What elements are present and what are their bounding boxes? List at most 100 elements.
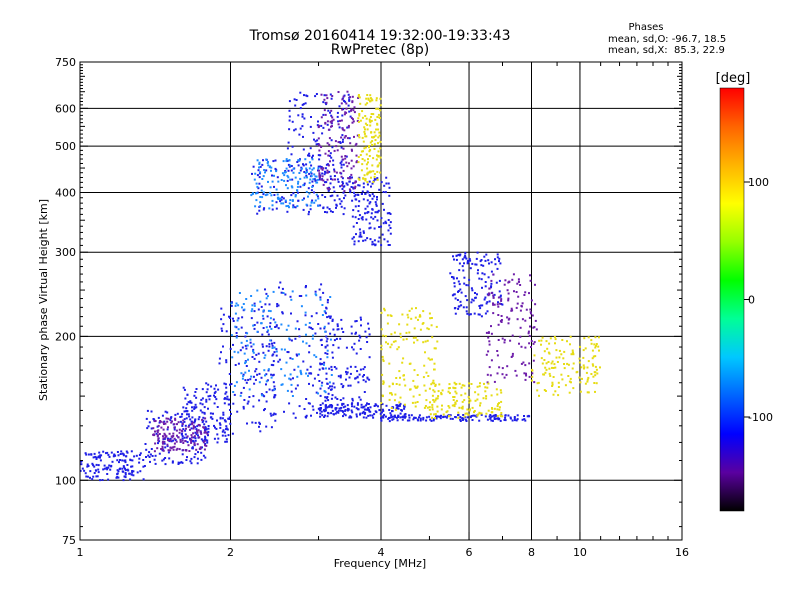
data-point — [320, 407, 322, 409]
data-point — [486, 418, 489, 421]
data-point — [499, 262, 502, 265]
data-point — [466, 312, 469, 315]
data-point — [566, 362, 569, 365]
data-point — [323, 325, 326, 328]
data-point — [507, 322, 510, 325]
data-point — [458, 406, 461, 409]
data-point — [331, 404, 334, 407]
data-point — [500, 298, 503, 301]
data-point — [123, 466, 126, 469]
data-point — [241, 306, 243, 309]
data-point — [337, 409, 340, 412]
data-point — [425, 371, 428, 374]
data-point — [228, 373, 231, 375]
data-point — [230, 383, 233, 385]
data-point — [322, 207, 325, 210]
data-point — [305, 416, 308, 419]
data-point — [310, 201, 313, 204]
data-point — [245, 339, 248, 342]
data-point — [320, 338, 323, 341]
data-point — [319, 412, 322, 415]
data-point — [528, 375, 531, 378]
data-point — [431, 394, 434, 397]
data-point — [250, 310, 253, 313]
data-point — [271, 354, 274, 357]
data-point — [286, 187, 289, 190]
data-point — [431, 358, 433, 361]
data-point — [313, 173, 316, 176]
data-point — [354, 193, 357, 196]
data-point — [369, 141, 372, 144]
data-point — [316, 195, 319, 198]
data-point — [347, 124, 350, 127]
scatter-points — [79, 90, 601, 482]
data-point — [324, 152, 327, 155]
data-point — [329, 317, 332, 319]
data-point — [426, 327, 429, 330]
data-point — [361, 375, 364, 378]
data-point — [197, 418, 200, 421]
data-point — [352, 118, 354, 121]
x-tick-label: 1 — [77, 546, 84, 559]
data-point — [504, 414, 507, 417]
data-point — [508, 317, 511, 320]
data-point — [449, 272, 452, 275]
data-point — [310, 189, 313, 192]
data-point — [329, 93, 332, 96]
data-point — [371, 164, 374, 167]
data-point — [323, 310, 326, 313]
data-point — [246, 332, 249, 335]
data-point — [370, 185, 372, 188]
data-point — [225, 359, 228, 362]
data-point — [317, 120, 319, 123]
data-point — [531, 372, 534, 375]
data-point — [263, 369, 266, 372]
data-point — [83, 469, 86, 472]
data-point — [352, 182, 354, 185]
data-point — [133, 455, 136, 458]
data-point — [336, 194, 339, 197]
data-point — [453, 387, 456, 390]
data-point — [320, 178, 323, 181]
data-point — [399, 412, 402, 415]
data-point — [430, 383, 433, 386]
data-point — [319, 409, 322, 412]
data-point — [387, 229, 390, 232]
data-point — [361, 163, 364, 166]
data-point — [480, 278, 483, 281]
data-point — [385, 182, 388, 185]
data-point — [369, 124, 372, 127]
data-point — [455, 258, 458, 261]
data-point — [383, 184, 386, 187]
data-point — [459, 416, 462, 419]
data-point — [436, 340, 439, 343]
data-point — [283, 374, 286, 377]
data-point — [541, 362, 544, 365]
data-point — [202, 454, 205, 457]
data-point — [144, 443, 147, 445]
data-point — [348, 180, 351, 183]
data-point — [218, 362, 221, 365]
data-point — [540, 343, 542, 346]
data-point — [272, 353, 275, 356]
data-point — [388, 194, 391, 197]
data-point — [290, 298, 293, 301]
data-point — [540, 357, 543, 360]
data-point — [578, 361, 581, 364]
data-point — [331, 394, 334, 397]
data-point — [545, 340, 548, 343]
data-point — [390, 333, 393, 336]
data-point — [181, 423, 184, 425]
data-point — [228, 418, 231, 420]
data-point — [399, 402, 402, 405]
data-point — [378, 409, 381, 412]
data-point — [153, 458, 156, 461]
data-point — [286, 160, 289, 162]
data-point — [181, 435, 184, 438]
data-point — [382, 358, 385, 361]
data-point — [464, 392, 467, 395]
data-point — [365, 153, 368, 156]
data-point — [465, 306, 468, 309]
data-point — [364, 103, 367, 106]
data-point — [427, 328, 430, 331]
